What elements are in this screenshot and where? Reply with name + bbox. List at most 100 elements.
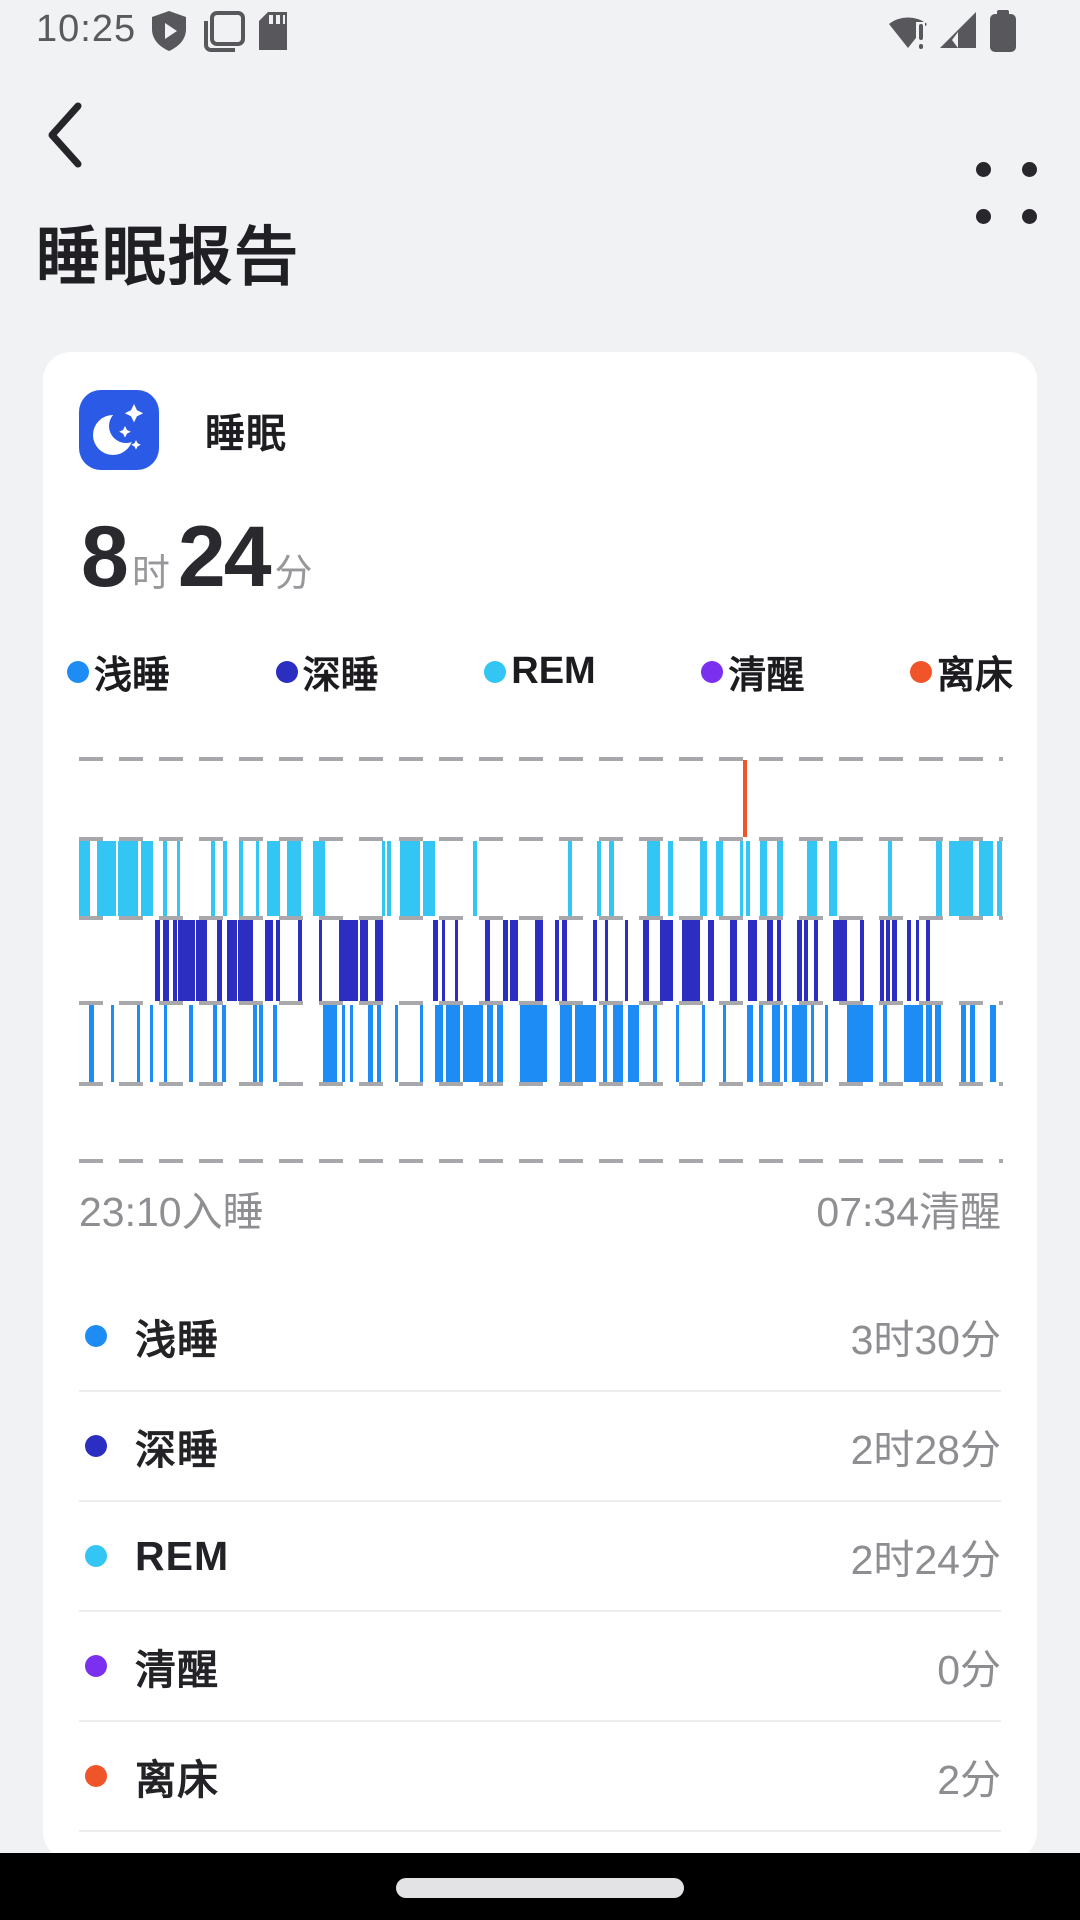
stat-value: 2分 [937, 1757, 1001, 1803]
sleep-segment-bar [748, 920, 757, 1001]
sleep-segment-bar [613, 1005, 623, 1082]
sleep-segment-bar [487, 1005, 493, 1082]
stat-row-light: 浅睡 3时30分 [43, 1282, 1037, 1390]
deep-sleep-dot [85, 1435, 107, 1457]
sleep-moon-icon [79, 390, 159, 470]
sleep-segment-bar [811, 1005, 814, 1082]
out-of-bed-dot [909, 660, 932, 683]
band-dashed-line [79, 837, 1003, 841]
sleep-segment-bar [555, 920, 559, 1001]
sleep-segment-bar [883, 1005, 887, 1082]
sleep-segment-bar [446, 1005, 460, 1082]
sleep-segment-bar [155, 920, 160, 1001]
stat-value: 2时28分 [850, 1427, 1001, 1473]
sleep-segment-bar [767, 920, 773, 1001]
sleep-segment-bar [804, 920, 808, 1001]
sleep-segment-bar [784, 1005, 787, 1082]
legend-item-light: 浅睡 [67, 644, 170, 699]
sleep-segment-bar [829, 841, 837, 916]
sleep-segment-bar [137, 1005, 140, 1082]
sleep-segment-bar [276, 920, 280, 1001]
sleep-segment-bar [223, 841, 227, 916]
band-dashed-line [79, 1001, 1003, 1005]
divider [79, 1720, 1001, 1722]
sleep-segment-bar [997, 841, 1002, 916]
sleep-segment-bar [323, 1005, 337, 1082]
sleep-segment-bar [387, 841, 391, 916]
divider [79, 1500, 1001, 1502]
stat-label: 浅睡 [135, 1317, 219, 1363]
sleep-segment-bar [682, 920, 700, 1001]
stat-row-outofbed: 离床 2分 [43, 1722, 1037, 1830]
sleep-segment-bar [926, 920, 930, 1001]
sleep-segment-bar [560, 1005, 572, 1082]
home-indicator-pill[interactable] [396, 1878, 684, 1898]
stat-value: 3时30分 [850, 1317, 1001, 1363]
sleep-segment-bar [628, 1005, 639, 1082]
sleep-segment-bar [360, 920, 368, 1001]
out-of-bed-dot [85, 1765, 107, 1787]
total-sleep-duration: 8 时 24 分 [81, 508, 321, 607]
sleep-segment-bar [907, 920, 911, 1001]
band-dashed-line [79, 916, 1003, 920]
sleep-segment-bar [625, 920, 628, 1001]
sleep-segment-bar [597, 841, 601, 916]
sleep-segment-bar [970, 1005, 975, 1082]
sleep-segment-bar [163, 841, 167, 916]
sleep-segment-bar [217, 920, 222, 1001]
sleep-segment-bar [660, 920, 673, 1001]
battery-icon [990, 10, 1016, 52]
sleep-segment-bar [772, 1005, 780, 1082]
light-sleep-dot [85, 1325, 107, 1347]
sleep-segment-bar [860, 920, 864, 1001]
sleep-segment-bar [118, 841, 138, 916]
sleep-segment-bar [313, 841, 325, 916]
legend-label: 深睡 [302, 655, 379, 697]
sleep-segment-bar [814, 920, 818, 1001]
band-dashed-line [79, 1159, 1003, 1163]
sleep-segment-bar [708, 920, 714, 1001]
sleep-segment-bar [916, 920, 919, 1001]
sleep-segment-bar [792, 1005, 807, 1082]
sleep-segment-bar [298, 920, 302, 1001]
stage-duration-list: 浅睡 3时30分 深睡 2时28分 REM 2时24分 清醒 0分 [43, 1282, 1037, 1832]
sleep-segment-bar [702, 1005, 705, 1082]
sleep-segment-bar [163, 920, 169, 1001]
sleep-segment-bar [455, 920, 458, 1001]
sleep-segment-bar [730, 920, 737, 1001]
sleep-segment-bar [723, 1005, 726, 1082]
sleep-start-time: 23:10入睡 [79, 1189, 264, 1235]
stat-row-deep: 深睡 2时28分 [43, 1392, 1037, 1500]
sleep-segment-bar [643, 920, 649, 1001]
sleep-segment-bar [213, 1005, 217, 1082]
sleep-segment-bar [239, 841, 243, 916]
sleep-segment-bar [350, 1005, 353, 1082]
sleep-segment-bar [189, 1005, 193, 1082]
wake-up-time: 07:34清醒 [816, 1189, 1001, 1235]
back-button[interactable] [40, 98, 96, 170]
card-title: 睡眠 [205, 412, 287, 456]
stat-row-awake: 清醒 0分 [43, 1612, 1037, 1720]
sleep-segment-bar [423, 841, 435, 916]
duration-hours-unit: 时 [131, 553, 170, 595]
sleep-segment-bar [368, 1005, 373, 1082]
sleep-segment-bar [256, 841, 259, 916]
sleep-segment-bar [979, 841, 993, 916]
sleep-segment-bar [605, 920, 608, 1001]
sleep-segment-bar [747, 1005, 753, 1082]
stat-label: 清醒 [135, 1647, 219, 1693]
sleep-segment-bar [990, 1005, 996, 1082]
sleep-segment-bar [888, 841, 892, 916]
sleep-segment-bar [350, 920, 358, 1001]
awake-dot [701, 660, 724, 683]
sleep-segment-bar [760, 841, 767, 916]
sleep-segment-bar [164, 1005, 167, 1082]
four-dot-menu-button[interactable] [970, 158, 1046, 232]
gesture-navigation-bar [0, 1853, 1080, 1920]
sleep-segment-bar [503, 920, 508, 1001]
sleep-segment-bar [833, 920, 847, 1001]
stat-label: REM [135, 1532, 230, 1579]
sleep-segment-bar [575, 1005, 596, 1082]
menu-dot [1022, 209, 1037, 224]
